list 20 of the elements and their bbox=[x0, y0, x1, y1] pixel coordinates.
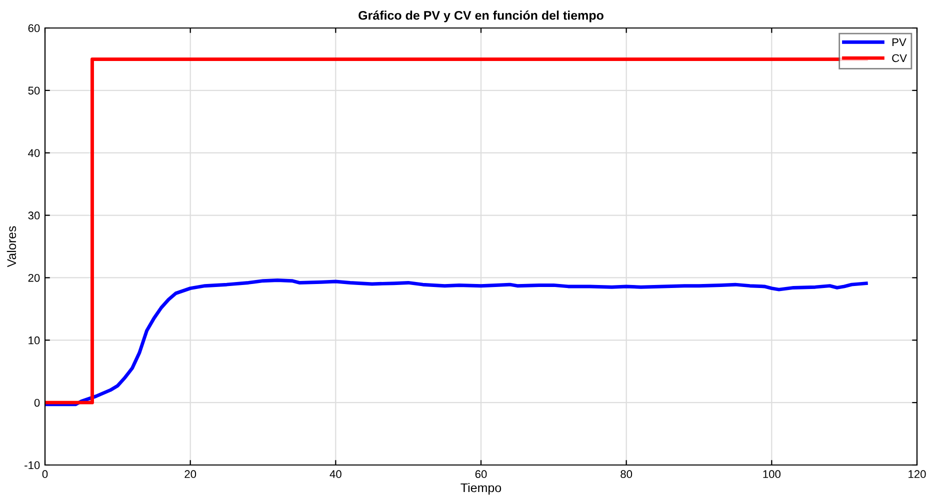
x-tick-label: 20 bbox=[184, 470, 196, 478]
y-tick-label: 60 bbox=[28, 24, 40, 32]
x-axis-title: Tiempo bbox=[460, 482, 502, 495]
x-tick-label: 60 bbox=[475, 470, 487, 478]
y-tick-label: 10 bbox=[28, 336, 40, 344]
chart-title: Gráfico de PV y CV en función del tiempo bbox=[358, 10, 604, 22]
y-tick-label: 0 bbox=[34, 398, 40, 407]
x-tick-label: 120 bbox=[908, 470, 926, 478]
legend-label: PV bbox=[892, 38, 906, 46]
x-tick-label: 0 bbox=[42, 470, 48, 478]
legend-label: CV bbox=[892, 54, 907, 62]
y-tick-label: 50 bbox=[28, 86, 40, 95]
x-tick-label: 100 bbox=[763, 470, 780, 478]
y-tick-label: 40 bbox=[28, 149, 40, 157]
y-tick-label: 30 bbox=[28, 212, 40, 220]
x-tick-label: 40 bbox=[330, 470, 342, 478]
y-tick-label: -10 bbox=[24, 461, 40, 470]
y-axis-title: Valores bbox=[6, 226, 16, 268]
y-tick-label: 20 bbox=[28, 274, 40, 282]
x-tick-label: 80 bbox=[620, 470, 632, 478]
